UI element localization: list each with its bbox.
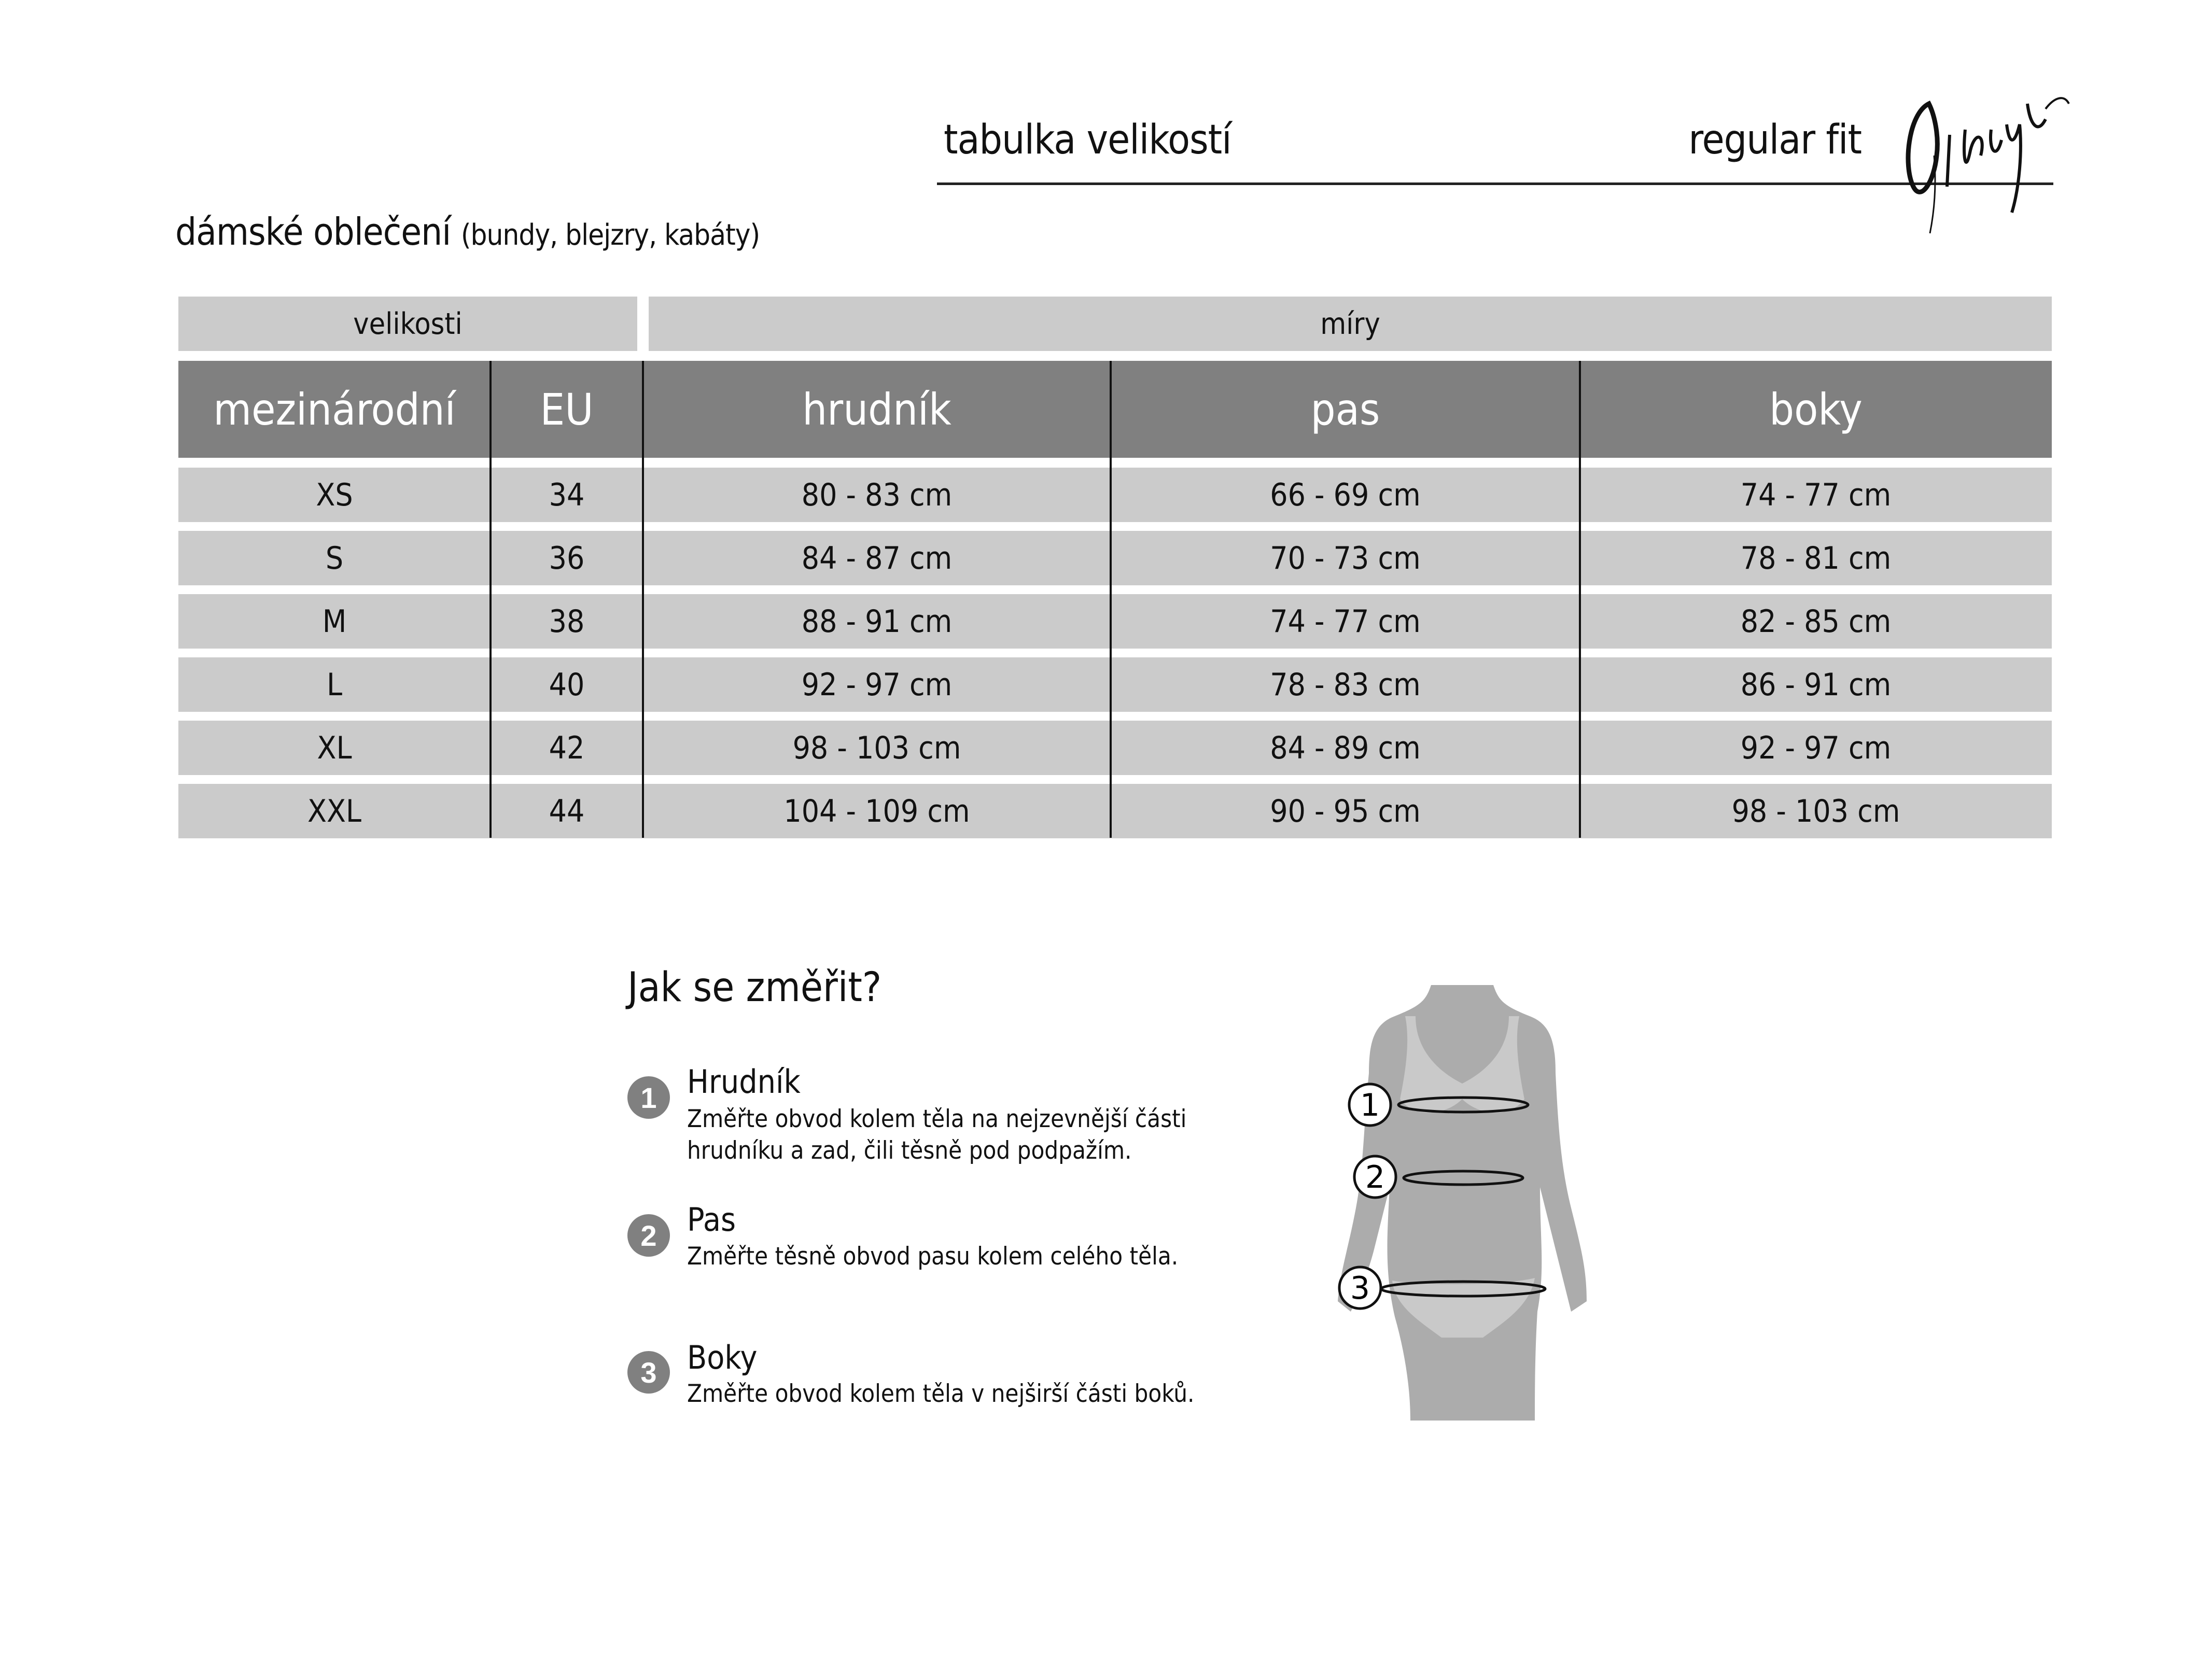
cell-hips: 74 - 77 cm [1740, 476, 1892, 513]
figure-marker-3-label: 3 [1350, 1270, 1370, 1306]
column-header-chest: hrudník [802, 384, 951, 435]
cell-chest: 80 - 83 cm [801, 476, 953, 513]
cell-international: M [322, 603, 347, 640]
step-desc-waist: Změřte těsně obvod pasu kolem celého těl… [687, 1242, 1179, 1271]
figure-marker-2: 2 [1353, 1155, 1397, 1199]
cell-eu: 38 [549, 603, 585, 640]
group-header-sizes: velikosti [178, 297, 637, 351]
cell-waist: 84 - 89 cm [1270, 729, 1421, 766]
figure-marker-3: 3 [1338, 1266, 1382, 1310]
cell-chest: 104 - 109 cm [783, 793, 970, 830]
cell-chest: 88 - 91 cm [801, 603, 953, 640]
cell-international: L [326, 666, 343, 703]
cell-international: S [325, 540, 344, 577]
cell-hips: 78 - 81 cm [1740, 540, 1892, 577]
column-divider [642, 361, 644, 838]
column-divider [1579, 361, 1581, 838]
cell-eu: 40 [549, 666, 585, 703]
page-title: tabulka velikostí [944, 117, 1232, 163]
section-title-main: dámské oblečení [175, 210, 451, 254]
cell-international: XXL [307, 793, 361, 830]
figure-marker-2-label: 2 [1365, 1159, 1385, 1196]
step-badge-2: 2 [627, 1214, 670, 1257]
body-measurement-figure: 1 2 3 [1338, 985, 1587, 1421]
cell-waist: 78 - 83 cm [1270, 666, 1421, 703]
cell-hips: 82 - 85 cm [1740, 603, 1892, 640]
cell-waist: 66 - 69 cm [1270, 476, 1421, 513]
column-header-eu: EU [540, 384, 594, 435]
cell-eu: 36 [549, 540, 585, 577]
section-title: dámské oblečení (bundy, blejzry, kabáty) [175, 210, 760, 254]
step-desc-hips: Změřte obvod kolem těla v nejširší části… [687, 1380, 1195, 1408]
column-header-waist: pas [1310, 384, 1380, 435]
step-desc-chest-line2: hrudníku a zad, čili těsně pod podpažím. [687, 1136, 1132, 1165]
cell-hips: 98 - 103 cm [1731, 793, 1900, 830]
figure-marker-1-label: 1 [1360, 1087, 1380, 1123]
cell-hips: 92 - 97 cm [1740, 729, 1892, 766]
fit-label: regular fit [1688, 117, 1862, 163]
step-title-waist: Pas [687, 1201, 736, 1239]
cell-eu: 34 [549, 476, 585, 513]
column-divider [489, 361, 492, 838]
cell-international: XL [317, 729, 352, 766]
section-title-detail: (bundy, blejzry, kabáty) [460, 218, 760, 252]
step-badge-1: 1 [627, 1076, 670, 1119]
cell-chest: 98 - 103 cm [792, 729, 961, 766]
group-header-measures: míry [649, 297, 2052, 351]
cell-chest: 92 - 97 cm [801, 666, 953, 703]
gipsy-logo [1906, 97, 2070, 234]
cell-eu: 42 [549, 729, 585, 766]
header-divider [937, 182, 2053, 185]
cell-international: XS [316, 476, 353, 513]
howto-title: Jak se změřit? [627, 964, 882, 1011]
cell-chest: 84 - 87 cm [801, 540, 953, 577]
step-title-hips: Boky [687, 1339, 758, 1376]
column-header-international: mezinárodní [213, 384, 456, 435]
step-badge-3: 3 [627, 1351, 670, 1394]
step-title-chest: Hrudník [687, 1063, 801, 1101]
column-divider [1110, 361, 1112, 838]
figure-marker-1: 1 [1348, 1082, 1392, 1127]
step-desc-chest-line1: Změřte obvod kolem těla na nejzevnější č… [687, 1105, 1187, 1133]
cell-waist: 74 - 77 cm [1270, 603, 1421, 640]
cell-waist: 70 - 73 cm [1270, 540, 1421, 577]
cell-eu: 44 [549, 793, 585, 830]
column-header-hips: boky [1769, 384, 1863, 435]
cell-waist: 90 - 95 cm [1270, 793, 1421, 830]
cell-hips: 86 - 91 cm [1740, 666, 1892, 703]
